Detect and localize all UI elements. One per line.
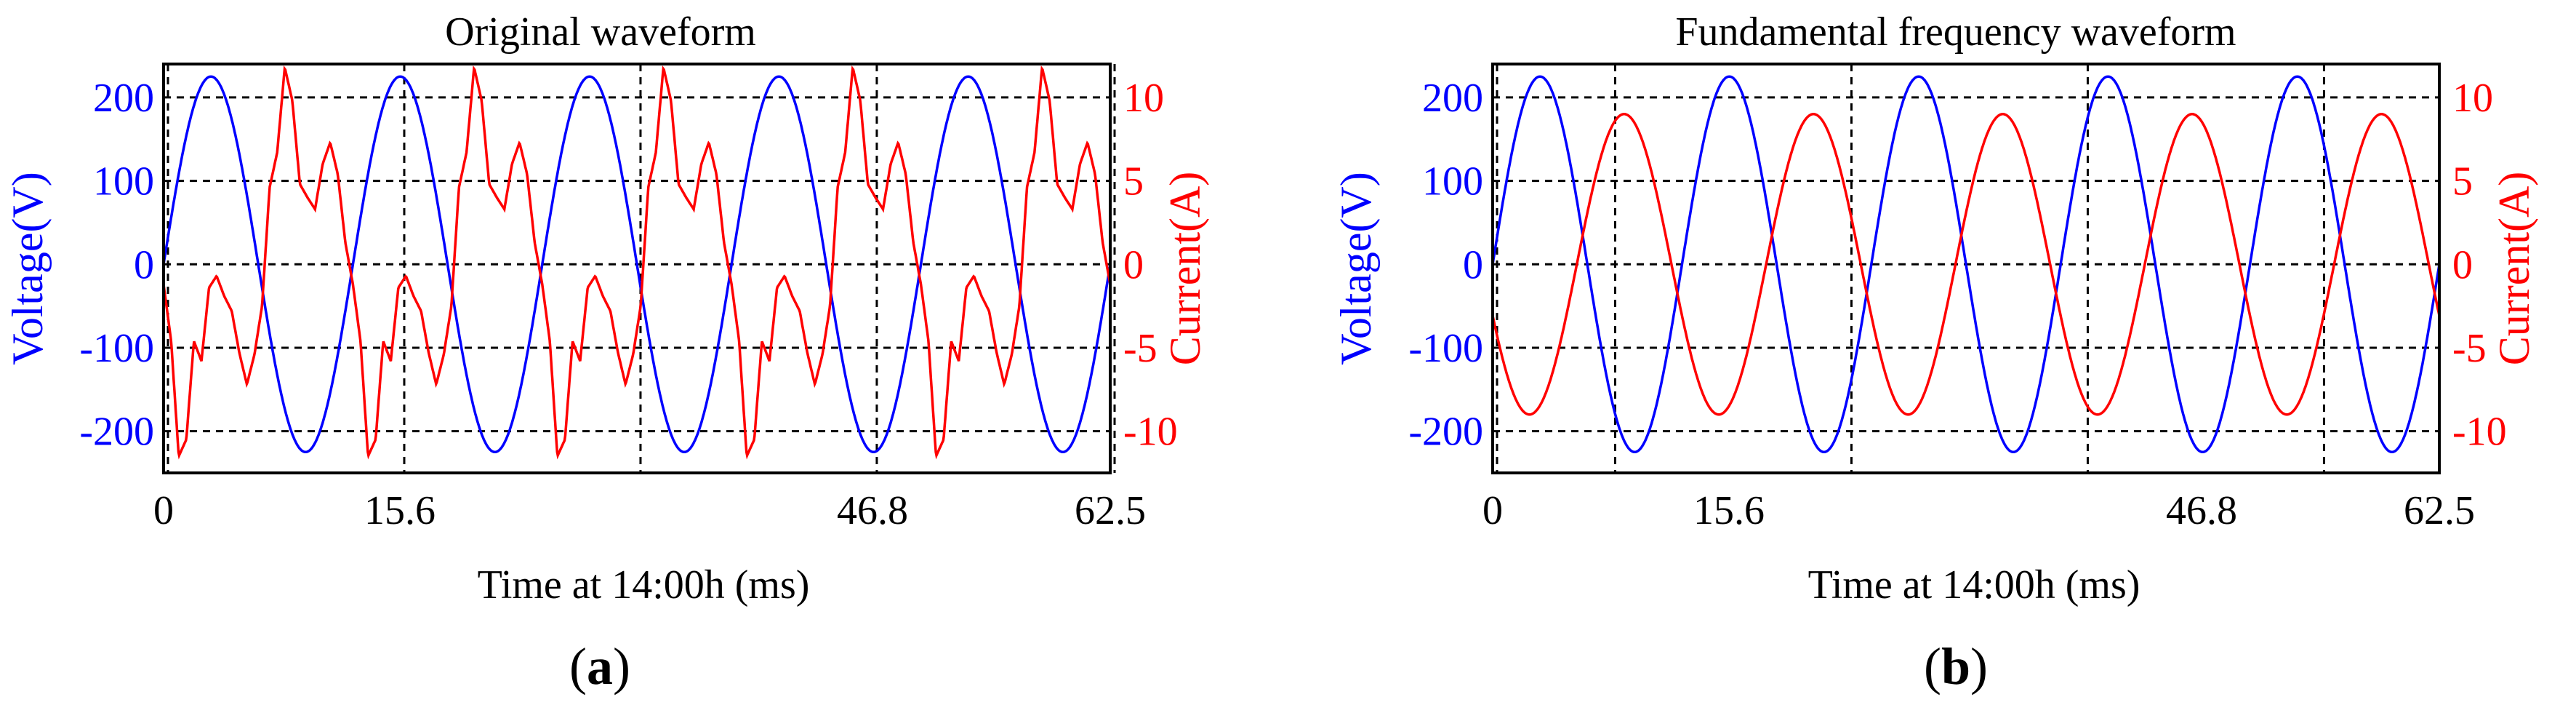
data-lines xyxy=(162,65,1112,460)
y-tick-label-left: 0 xyxy=(134,242,154,287)
y-axis-label-right: Current(A) xyxy=(1161,172,1209,366)
gridlines xyxy=(164,64,1116,473)
y-tick-label-left: 200 xyxy=(93,76,154,121)
gridlines xyxy=(1493,64,2439,473)
x-axis-label: Time at 14:00h (ms) xyxy=(1808,562,2140,608)
panel-label: (b) xyxy=(1924,637,1988,696)
y-tick-label-left: -100 xyxy=(79,326,154,371)
chart-title: Fundamental frequency waveform xyxy=(1675,9,2236,55)
x-tick-label: 62.5 xyxy=(1075,488,1146,533)
y-tick-label-right: 10 xyxy=(2452,76,2493,121)
panel-label: (a) xyxy=(569,637,630,696)
x-tick-label: 46.8 xyxy=(837,488,908,533)
x-tick-label: 15.6 xyxy=(1693,488,1765,533)
y-tick-label-right: -10 xyxy=(2452,410,2507,455)
y-tick-label-left: 100 xyxy=(1422,159,1483,204)
y-axis-label-left: Voltage(V) xyxy=(1332,172,1380,365)
y-tick-label-right: 0 xyxy=(1123,242,1144,287)
x-tick-label: 0 xyxy=(153,488,174,533)
x-axis-label: Time at 14:00h (ms) xyxy=(478,562,810,608)
y-tick-label-right: -5 xyxy=(1123,326,1157,371)
plot-frame xyxy=(162,63,1112,474)
voltage-line xyxy=(162,75,1112,454)
y-tick-label-right: 5 xyxy=(2452,159,2473,204)
panel-a-chart: Original waveform 2001000-100-2001050-5-… xyxy=(4,9,1209,696)
panel-b-chart: Fundamental frequency waveform 2001000-1… xyxy=(1332,9,2538,696)
y-tick-label-right: 10 xyxy=(1123,76,1164,121)
y-axis-label-right: Current(A) xyxy=(2490,172,2538,366)
y-tick-label-right: -5 xyxy=(2452,326,2487,371)
y-tick-label-left: -200 xyxy=(79,410,154,455)
plot-frame xyxy=(1491,63,2441,474)
current-line xyxy=(1491,113,2441,416)
y-tick-label-left: 200 xyxy=(1422,76,1483,121)
data-lines xyxy=(1491,75,2441,454)
x-tick-label: 46.8 xyxy=(2166,488,2237,533)
x-tick-label: 15.6 xyxy=(364,488,436,533)
y-tick-label-right: 0 xyxy=(2452,242,2473,287)
current-line xyxy=(162,65,1112,460)
y-tick-label-right: 5 xyxy=(1123,159,1144,204)
voltage-line xyxy=(1491,75,2441,454)
chart-title: Original waveform xyxy=(445,9,756,55)
y-axis-label-left: Voltage(V) xyxy=(4,172,52,365)
y-tick-label-left: -100 xyxy=(1408,326,1483,371)
y-tick-label-left: -200 xyxy=(1408,410,1483,455)
x-tick-label: 0 xyxy=(1482,488,1503,533)
x-tick-label: 62.5 xyxy=(2404,488,2475,533)
y-tick-label-left: 0 xyxy=(1463,242,1483,287)
y-tick-label-left: 100 xyxy=(93,159,154,204)
y-tick-label-right: -10 xyxy=(1123,410,1178,455)
